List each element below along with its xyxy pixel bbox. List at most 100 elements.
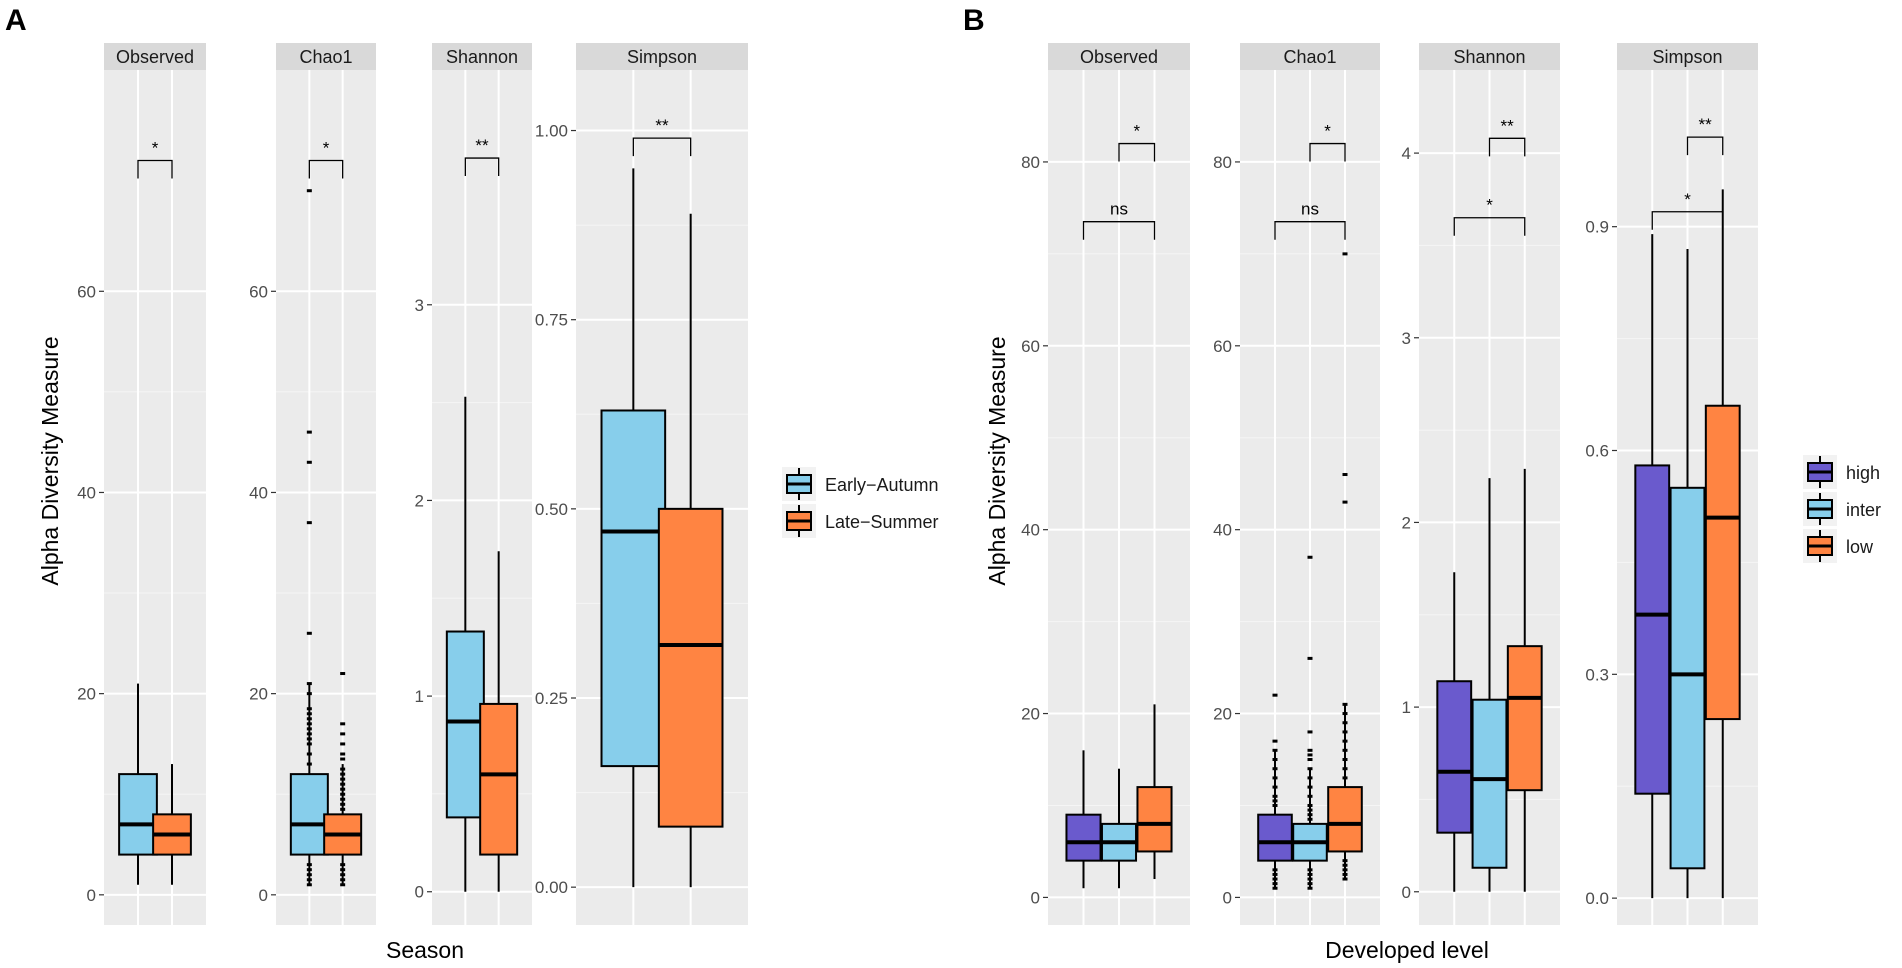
- box-iqr: [1257, 813, 1293, 862]
- outlier-point: [1272, 868, 1278, 872]
- y-tick-label: 0: [1223, 888, 1232, 907]
- box-iqr: [1704, 404, 1741, 721]
- box-inter: [1292, 555, 1328, 890]
- legend-b: high inter low: [1803, 455, 1881, 563]
- outlier-point: [1342, 702, 1348, 706]
- outlier-point: [1307, 872, 1313, 876]
- outlier-point: [1272, 767, 1278, 771]
- outlier-point: [1342, 758, 1348, 762]
- facet-a-simpson: Simpson 0.00 0.25 0.50 0.75 1.00 **: [535, 43, 748, 925]
- box-low: [1704, 189, 1741, 899]
- box-high: [1257, 693, 1293, 890]
- legend-label: Late−Summer: [825, 512, 939, 532]
- significance-label: **: [655, 116, 669, 135]
- bracket-line: [1651, 211, 1724, 230]
- outlier-point: [1272, 872, 1278, 876]
- box-inter: [1669, 249, 1706, 899]
- outlier-point: [1342, 868, 1348, 872]
- outlier-point: [1272, 794, 1278, 798]
- significance-label: ns: [1110, 200, 1128, 219]
- outlier-point: [306, 737, 312, 741]
- panel-label-a: A: [5, 4, 27, 37]
- box-early-autumn: [445, 396, 485, 892]
- facet-b-chao1: Chao1 0 20 40 60 80 * ns: [1213, 43, 1380, 925]
- facet-title: Simpson: [1652, 47, 1722, 67]
- box-iqr: [1471, 698, 1508, 869]
- facet-a-shannon: Shannon 0 1 2 3 **: [415, 43, 532, 925]
- outlier-point: [1342, 730, 1348, 734]
- outlier-point: [1272, 758, 1278, 762]
- outlier-point: [340, 807, 346, 811]
- outlier-point: [340, 878, 346, 882]
- y-tick-label: 0.25: [535, 689, 568, 708]
- significance-bracket: *: [137, 139, 173, 179]
- outlier-point: [306, 752, 312, 756]
- facet-strip: [1048, 43, 1190, 70]
- significance-bracket: *: [1453, 196, 1526, 236]
- y-tick-label: 0.0: [1585, 889, 1609, 908]
- outlier-point: [1272, 886, 1278, 890]
- outlier-point: [1307, 868, 1313, 872]
- outlier-point: [340, 672, 346, 676]
- significance-bracket: **: [1488, 116, 1526, 157]
- facet-title: Observed: [1080, 47, 1158, 67]
- facet-strip: [432, 43, 532, 70]
- outlier-point: [306, 863, 312, 867]
- outlier-point: [340, 797, 346, 801]
- outlier-point: [340, 777, 346, 781]
- outlier-point: [1342, 859, 1348, 863]
- outlier-point: [340, 752, 346, 756]
- outlier-point: [306, 460, 312, 464]
- bracket-line: [1686, 136, 1724, 156]
- bracket-line: [308, 159, 344, 179]
- y-tick-label: 20: [1213, 705, 1232, 724]
- y-axis-title-b: Alpha Diversity Measure: [984, 336, 1010, 585]
- outlier-point: [306, 883, 312, 887]
- significance-label: **: [475, 136, 489, 155]
- box-late-summer: [152, 764, 192, 885]
- bracket-line: [1309, 142, 1346, 162]
- box-late-summer: [479, 551, 519, 892]
- outlier-point: [1342, 748, 1348, 752]
- outlier-point: [1307, 753, 1313, 757]
- significance-bracket: *: [1651, 190, 1724, 230]
- facet-title: Observed: [116, 47, 194, 67]
- outlier-point: [306, 873, 312, 877]
- outlier-point: [306, 521, 312, 525]
- outlier-point: [1272, 776, 1278, 780]
- significance-label: **: [1501, 116, 1515, 135]
- y-tick-label: 0.50: [535, 500, 568, 519]
- outlier-point: [306, 742, 312, 746]
- y-tick-label: 80: [1021, 153, 1040, 172]
- outlier-point: [340, 787, 346, 791]
- facet-a-observed: Observed 0 20 40 60 *: [77, 43, 206, 925]
- box-iqr: [479, 702, 519, 856]
- y-tick-label: 2: [1402, 513, 1411, 532]
- significance-bracket: **: [632, 116, 692, 157]
- significance-label: *: [1324, 122, 1331, 141]
- box-iqr: [1669, 486, 1706, 870]
- box-iqr: [1506, 645, 1543, 792]
- outlier-point: [1342, 500, 1348, 504]
- y-tick-label: 0: [1031, 888, 1040, 907]
- box-low: [1136, 704, 1173, 880]
- box-iqr: [1065, 813, 1102, 862]
- outlier-point: [340, 732, 346, 736]
- y-tick-label: 40: [77, 483, 96, 502]
- y-tick-label: 4: [1402, 144, 1411, 163]
- significance-label: *: [323, 139, 330, 158]
- box-iqr: [600, 409, 667, 768]
- outlier-point: [306, 722, 312, 726]
- outlier-point: [1307, 730, 1313, 734]
- outlier-point: [1307, 886, 1313, 890]
- y-tick-label: 0: [415, 883, 424, 902]
- outlier-point: [1307, 803, 1313, 807]
- y-tick-label: 60: [1021, 337, 1040, 356]
- outlier-point: [1342, 863, 1348, 867]
- y-tick-label: 3: [1402, 329, 1411, 348]
- outlier-point: [340, 722, 346, 726]
- legend-label: high: [1846, 463, 1880, 483]
- outlier-point: [1342, 776, 1348, 780]
- box-high: [1436, 572, 1473, 892]
